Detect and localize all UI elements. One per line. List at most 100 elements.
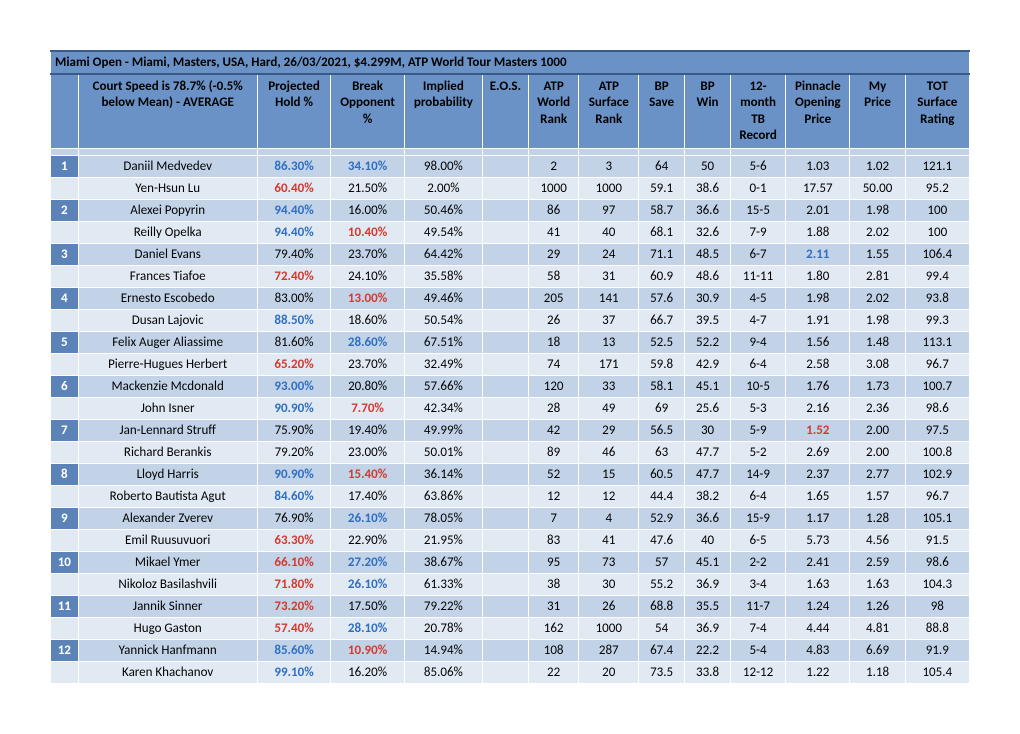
match-number: 5	[51, 332, 79, 354]
my-price: 1.18	[850, 662, 905, 684]
bp-save: 58.7	[639, 200, 685, 222]
implied-prob: 50.46%	[404, 200, 482, 222]
projected-hold: 66.10%	[257, 552, 331, 574]
player-name: Lloyd Harris	[78, 464, 257, 486]
player-name: Karen Khachanov	[78, 662, 257, 684]
pinnacle-price: 2.69	[786, 442, 850, 464]
tb-record: 5-6	[731, 156, 786, 178]
atp-surface-rank: 3	[579, 156, 639, 178]
pinnacle-price: 1.76	[786, 376, 850, 398]
col-header: Implied probability	[404, 74, 482, 149]
bp-save: 54	[639, 618, 685, 640]
match-number	[51, 618, 79, 640]
eos	[482, 288, 528, 310]
pinnacle-price: 1.88	[786, 222, 850, 244]
match-number: 10	[51, 552, 79, 574]
bp-win: 48.5	[685, 244, 731, 266]
pinnacle-price: 4.83	[786, 640, 850, 662]
atp-surface-rank: 31	[579, 266, 639, 288]
atp-world-rank: 41	[528, 222, 579, 244]
implied-prob: 85.06%	[404, 662, 482, 684]
atp-surface-rank: 1000	[579, 618, 639, 640]
bp-win: 30.9	[685, 288, 731, 310]
bp-win: 36.6	[685, 508, 731, 530]
atp-surface-rank: 20	[579, 662, 639, 684]
atp-world-rank: 86	[528, 200, 579, 222]
tb-record: 4-7	[731, 310, 786, 332]
projected-hold: 75.90%	[257, 420, 331, 442]
tot-surface-rating: 88.8	[905, 618, 969, 640]
pinnacle-price: 1.17	[786, 508, 850, 530]
implied-prob: 79.22%	[404, 596, 482, 618]
player-name: Nikoloz Basilashvili	[78, 574, 257, 596]
projected-hold: 86.30%	[257, 156, 331, 178]
implied-prob: 20.78%	[404, 618, 482, 640]
tot-surface-rating: 100	[905, 200, 969, 222]
my-price: 2.36	[850, 398, 905, 420]
match-number	[51, 398, 79, 420]
table-row: Pierre-Hugues Herbert65.20%23.70%32.49%7…	[51, 354, 970, 376]
my-price: 1.73	[850, 376, 905, 398]
atp-surface-rank: 30	[579, 574, 639, 596]
pinnacle-price: 1.56	[786, 332, 850, 354]
player-name: Ernesto Escobedo	[78, 288, 257, 310]
match-number	[51, 442, 79, 464]
atp-world-rank: 7	[528, 508, 579, 530]
table-row: 10Mikael Ymer66.10%27.20%38.67%95735745.…	[51, 552, 970, 574]
tennis-odds-table: Miami Open - Miami, Masters, USA, Hard, …	[50, 50, 970, 684]
player-name: Daniel Evans	[78, 244, 257, 266]
player-name: Hugo Gaston	[78, 618, 257, 640]
eos	[482, 574, 528, 596]
eos	[482, 596, 528, 618]
bp-win: 52.2	[685, 332, 731, 354]
bp-save: 57	[639, 552, 685, 574]
match-number	[51, 574, 79, 596]
implied-prob: 36.14%	[404, 464, 482, 486]
player-name: Yen-Hsun Lu	[78, 178, 257, 200]
table-row: 3Daniel Evans79.40%23.70%64.42%292471.14…	[51, 244, 970, 266]
eos	[482, 420, 528, 442]
tot-surface-rating: 96.7	[905, 486, 969, 508]
pinnacle-price: 2.37	[786, 464, 850, 486]
break-opponent: 17.50%	[331, 596, 405, 618]
table-row: 8Lloyd Harris90.90%15.40%36.14%521560.54…	[51, 464, 970, 486]
break-opponent: 34.10%	[331, 156, 405, 178]
implied-prob: 63.86%	[404, 486, 482, 508]
col-header: BP Win	[685, 74, 731, 149]
tot-surface-rating: 100	[905, 222, 969, 244]
match-number: 12	[51, 640, 79, 662]
bp-save: 68.1	[639, 222, 685, 244]
my-price: 2.02	[850, 288, 905, 310]
projected-hold: 60.40%	[257, 178, 331, 200]
pinnacle-price: 1.91	[786, 310, 850, 332]
col-header: ATP Surface Rank	[579, 74, 639, 149]
event-title: Miami Open - Miami, Masters, USA, Hard, …	[51, 51, 970, 74]
eos	[482, 178, 528, 200]
break-opponent: 23.70%	[331, 244, 405, 266]
my-price: 1.98	[850, 310, 905, 332]
eos	[482, 508, 528, 530]
break-opponent: 10.40%	[331, 222, 405, 244]
tb-record: 9-4	[731, 332, 786, 354]
atp-surface-rank: 12	[579, 486, 639, 508]
bp-save: 52.5	[639, 332, 685, 354]
player-name: Frances Tiafoe	[78, 266, 257, 288]
implied-prob: 67.51%	[404, 332, 482, 354]
match-number: 8	[51, 464, 79, 486]
implied-prob: 57.66%	[404, 376, 482, 398]
bp-save: 68.8	[639, 596, 685, 618]
col-header: Projected Hold %	[257, 74, 331, 149]
atp-world-rank: 12	[528, 486, 579, 508]
implied-prob: 61.33%	[404, 574, 482, 596]
implied-prob: 21.95%	[404, 530, 482, 552]
implied-prob: 49.99%	[404, 420, 482, 442]
implied-prob: 50.01%	[404, 442, 482, 464]
player-name: Yannick Hanfmann	[78, 640, 257, 662]
match-number: 3	[51, 244, 79, 266]
table-row: 7Jan-Lennard Struff75.90%19.40%49.99%422…	[51, 420, 970, 442]
bp-win: 36.9	[685, 618, 731, 640]
table-row: 11Jannik Sinner73.20%17.50%79.22%312668.…	[51, 596, 970, 618]
bp-win: 22.2	[685, 640, 731, 662]
projected-hold: 83.00%	[257, 288, 331, 310]
table-row: Hugo Gaston57.40%28.10%20.78%16210005436…	[51, 618, 970, 640]
